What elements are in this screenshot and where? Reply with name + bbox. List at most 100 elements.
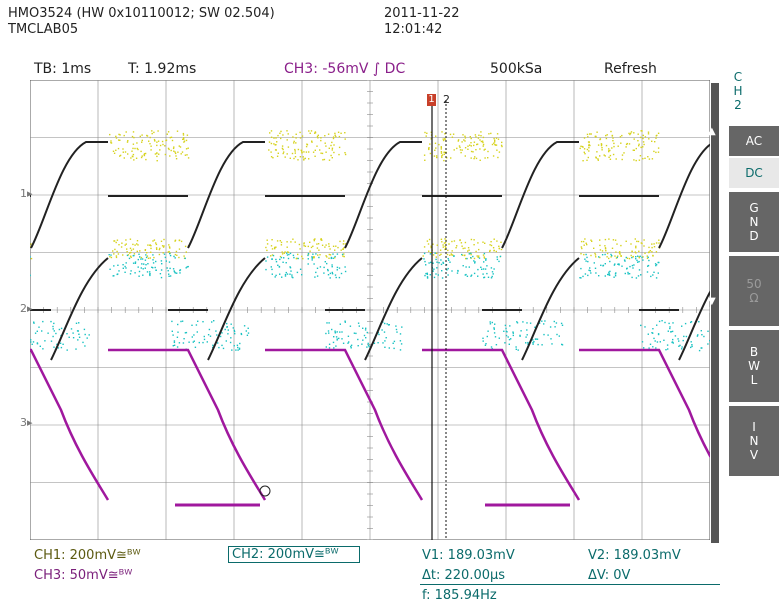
inv-label-i: I: [752, 420, 756, 434]
dt-readout: Δt: 220.00μs: [422, 568, 506, 583]
ch3-trace: [579, 348, 710, 459]
ch2-noise: [423, 252, 502, 279]
ch2-marker-label: 2: [20, 302, 27, 315]
ch2-noise: [265, 252, 347, 279]
sample-rate-readout: 500kSa: [490, 61, 543, 77]
v1-readout: V1: 189.03mV: [422, 548, 515, 563]
traces: [30, 130, 710, 507]
bw-symbol-ch2: ≅ᴮᵂ: [314, 547, 339, 562]
ch1-noise: [30, 243, 33, 260]
ohm-icon: Ω: [749, 291, 759, 305]
gnd-label-n: N: [749, 215, 759, 229]
ch1-noise: [579, 130, 660, 162]
gnd-label-d: D: [749, 229, 759, 243]
ch1-noise: [265, 238, 347, 260]
bwl-label-l: L: [750, 373, 758, 387]
ch1-noise: [423, 131, 503, 162]
ch1-ramp: [658, 143, 710, 249]
inv-label-n: N: [749, 434, 759, 448]
ch2-noise: [108, 252, 189, 279]
ac-button[interactable]: AC: [729, 126, 779, 156]
ch1-noise: [580, 238, 661, 260]
dc-label: DC: [745, 166, 763, 180]
ch1-noise: [109, 130, 190, 162]
ch1-noise: [422, 238, 503, 260]
ch2-noise: [482, 320, 564, 351]
frequency-readout: f: 185.94Hz: [422, 588, 497, 603]
ch3-scale-label: CH3: 50mV: [34, 568, 108, 583]
bwl-button[interactable]: B W L: [729, 330, 779, 402]
ch3-scale[interactable]: CH3: 50mV≅ᴮᵂ: [34, 568, 132, 583]
channel-label-h: H: [733, 84, 743, 98]
ch1-ramp: [344, 141, 422, 249]
trigger-level: CH3: -56mV: [284, 61, 369, 77]
cursor-1-marker[interactable]: 1: [427, 94, 436, 106]
ch1-ramp: [501, 141, 579, 249]
waveform-display: [30, 80, 710, 540]
ch2-scale[interactable]: CH2: 200mV≅ᴮᵂ: [228, 546, 360, 563]
timebase-readout[interactable]: TB: 1ms: [34, 61, 92, 77]
channel-label-2: 2: [734, 98, 742, 112]
cursor-2-label: 2: [443, 93, 450, 106]
plot-right-bar: [711, 83, 719, 543]
cursors: [259, 100, 447, 540]
bw-symbol-ch3: ≅ᴮᵂ: [107, 568, 133, 583]
ch2-noise: [30, 320, 90, 351]
ch1-marker-label: 1: [20, 187, 27, 200]
ch3-trace: [30, 348, 110, 501]
ch2-noise: [640, 320, 710, 352]
time: 12:01:42: [384, 22, 443, 37]
device-lab: TMCLAB05: [8, 22, 79, 37]
gnd-button[interactable]: G N D: [729, 192, 779, 252]
bw-symbol-ch1: ≅ᴮᵂ: [116, 548, 141, 563]
readout-divider: [420, 584, 720, 585]
ch2-ramp: [521, 257, 580, 361]
trigger-coupling: DC: [384, 61, 406, 77]
ch2-noise: [30, 256, 31, 277]
device-model: HMO3524 (HW 0x10110012; SW 02.504): [8, 6, 275, 21]
ohm50-label: 50: [746, 277, 762, 291]
inv-label-v: V: [749, 448, 759, 462]
ch3-marker-label: 3: [20, 416, 27, 429]
ac-label: AC: [745, 134, 763, 148]
cursor-2-marker[interactable]: 2: [443, 93, 450, 106]
ch1-scale[interactable]: CH1: 200mV≅ᴮᵂ: [34, 548, 141, 563]
ch1-ramp: [187, 141, 265, 249]
channel-label-c: C: [733, 70, 743, 84]
ch2-scale-label: CH2: 200mV: [232, 547, 315, 562]
ch2-ramp: [364, 257, 423, 361]
ch1-ramp: [30, 141, 108, 249]
cursor-1-label: 1: [428, 94, 435, 105]
ch2-ramp: [50, 257, 109, 361]
scroll-up-icon[interactable]: ▲: [708, 126, 716, 137]
scroll-down-icon[interactable]: ▼: [708, 296, 716, 307]
ch1-noise: [268, 130, 347, 161]
ch2-noise: [579, 253, 660, 279]
ch2-noise: [325, 320, 403, 351]
rising-edge-icon: ∫: [372, 61, 381, 77]
ch2-ramp: [678, 290, 710, 361]
ch1-scale-label: CH1: 200mV: [34, 548, 117, 563]
ch1-marker[interactable]: 1▸: [20, 187, 33, 200]
date: 2011-11-22: [384, 6, 460, 21]
ohm50-button[interactable]: 50 Ω: [729, 256, 779, 326]
acq-mode-readout[interactable]: Refresh: [604, 61, 657, 77]
ch2-noise: [171, 320, 250, 351]
ch3-marker[interactable]: 3▸: [20, 416, 33, 429]
dv-readout: ΔV: 0V: [588, 568, 631, 583]
ch2-marker[interactable]: 2▸: [20, 302, 33, 315]
trigger-readout[interactable]: CH3: -56mV ∫ DC: [284, 61, 405, 77]
v2-readout: V2: 189.03mV: [588, 548, 681, 563]
gnd-label-g: G: [749, 201, 759, 215]
ch1-noise: [109, 238, 190, 259]
ch2-ramp: [207, 257, 266, 361]
ch3-trace: [422, 348, 581, 501]
bwl-label-w: W: [748, 359, 760, 373]
trigger-time-readout[interactable]: T: 1.92ms: [128, 61, 197, 77]
dc-button[interactable]: DC: [729, 158, 779, 188]
ch3-trace: [265, 348, 424, 501]
inv-button[interactable]: I N V: [729, 406, 779, 476]
channel-label: C H 2: [731, 70, 745, 112]
bwl-label-b: B: [749, 345, 759, 359]
measurement-marker: [259, 485, 271, 497]
